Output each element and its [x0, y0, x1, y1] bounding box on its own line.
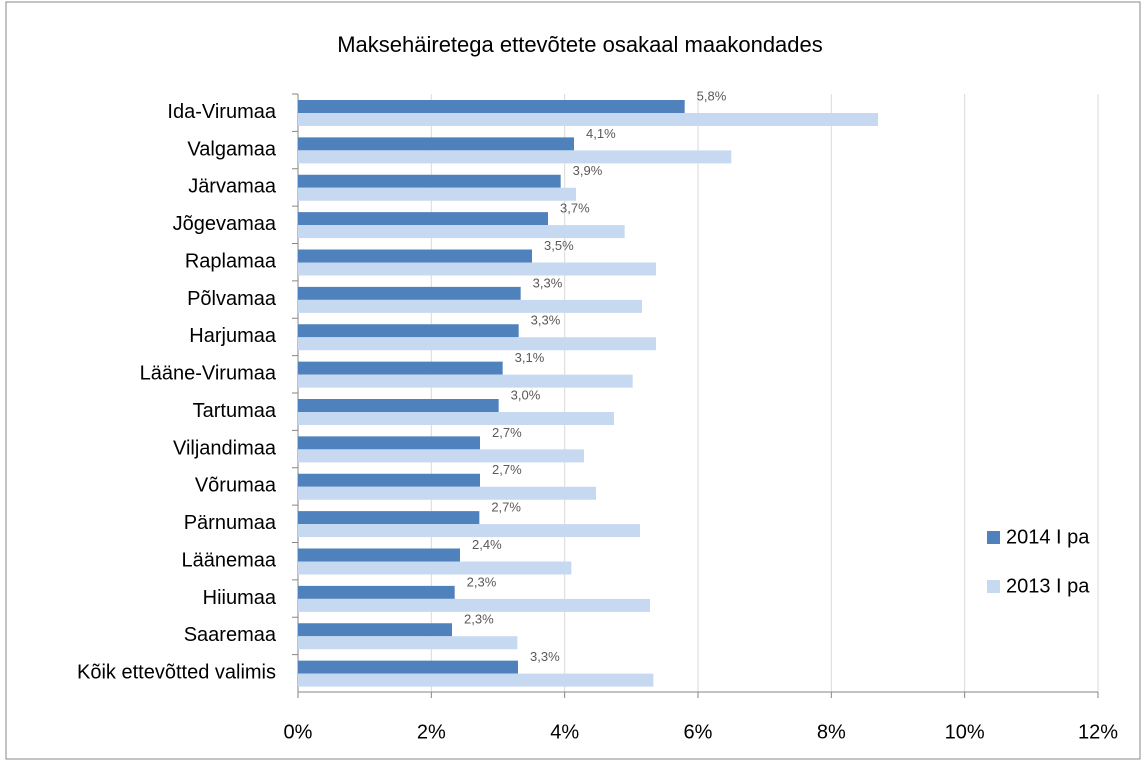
bar [298, 137, 574, 151]
data-label: 3,9% [573, 163, 603, 178]
bar [298, 337, 656, 351]
bar [298, 524, 640, 538]
y-tick-label: Hiiumaa [203, 587, 277, 609]
bar [298, 374, 633, 388]
y-tick-label: Jõgevamaa [173, 213, 277, 235]
data-label: 3,7% [560, 201, 590, 216]
bar [298, 174, 561, 188]
bar [298, 585, 455, 599]
x-tick-label: 8% [817, 721, 846, 743]
data-label: 2,7% [492, 425, 522, 440]
bar [298, 262, 656, 276]
legend-swatch [987, 531, 1000, 544]
legend-label: 2014 I pa [1006, 526, 1090, 548]
bar [298, 412, 614, 425]
data-label: 2,7% [492, 462, 522, 477]
bar [298, 212, 548, 226]
y-tick-label: Tartumaa [193, 400, 277, 422]
bar [298, 449, 584, 463]
y-tick-label: Pärnumaa [184, 512, 277, 534]
bar [298, 548, 460, 562]
bar [298, 511, 480, 525]
y-tick-label: Ida-Virumaa [167, 101, 276, 123]
bar [298, 473, 480, 487]
bar [298, 286, 521, 300]
x-tick-label: 0% [284, 721, 313, 743]
y-tick-label: Kõik ettevõtted valimis [77, 662, 276, 684]
y-tick-label: Põlvamaa [187, 288, 277, 310]
x-tick-label: 4% [550, 721, 579, 743]
bar [298, 225, 625, 239]
bar [298, 636, 518, 650]
data-label: 3,5% [544, 238, 574, 253]
y-tick-label: Järvamaa [188, 176, 277, 198]
y-tick-label: Lääne-Virumaa [140, 363, 277, 385]
x-tick-label: 2% [417, 721, 446, 743]
y-tick-label: Raplamaa [185, 250, 277, 272]
data-label: 3,3% [530, 649, 560, 664]
x-tick-label: 12% [1078, 721, 1118, 743]
bar [298, 113, 878, 126]
y-tick-label: Läänemaa [181, 549, 276, 571]
bar [298, 249, 532, 263]
data-label: 2,3% [464, 612, 494, 627]
legend-label: 2013 I pa [1006, 575, 1090, 597]
data-label: 3,3% [531, 313, 561, 328]
bar [298, 100, 685, 113]
data-label: 2,4% [472, 537, 502, 552]
data-label: 5,8% [697, 88, 727, 103]
data-label: 3,0% [511, 387, 541, 402]
bar [298, 486, 596, 500]
data-label: 2,3% [467, 574, 497, 589]
bar [298, 436, 480, 450]
x-tick-label: 6% [684, 721, 713, 743]
y-tick-label: Võrumaa [195, 475, 277, 497]
bar [298, 299, 642, 313]
bar [298, 324, 519, 338]
data-label: 2,7% [491, 500, 521, 515]
bar [298, 623, 452, 637]
bar [298, 150, 732, 164]
y-tick-label: Saaremaa [184, 624, 277, 646]
bar [298, 673, 654, 687]
legend-swatch [987, 580, 1000, 593]
y-tick-label: Valgamaa [187, 138, 276, 160]
bar [298, 561, 572, 575]
y-tick-label: Viljandimaa [173, 437, 277, 459]
data-label: 3,3% [533, 275, 563, 290]
bar [298, 361, 503, 375]
bar [298, 598, 650, 612]
data-label: 4,1% [586, 126, 616, 141]
data-label: 3,1% [515, 350, 545, 365]
chart-title: Maksehäiretega ettevõtete osakaal maakon… [337, 32, 823, 57]
bar [298, 399, 499, 412]
bar [298, 660, 518, 674]
x-tick-label: 10% [945, 721, 985, 743]
y-tick-label: Harjumaa [189, 325, 277, 347]
bar [298, 187, 576, 201]
